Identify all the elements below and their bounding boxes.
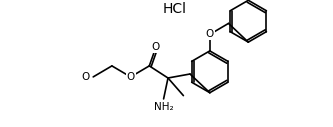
Text: O: O [152,42,160,52]
Text: O: O [152,41,160,51]
Text: O: O [128,72,136,82]
Text: NH₂: NH₂ [154,102,173,112]
Text: O: O [206,29,214,39]
Text: O: O [81,72,89,82]
Text: HCl: HCl [163,2,187,16]
Text: O: O [127,72,135,82]
